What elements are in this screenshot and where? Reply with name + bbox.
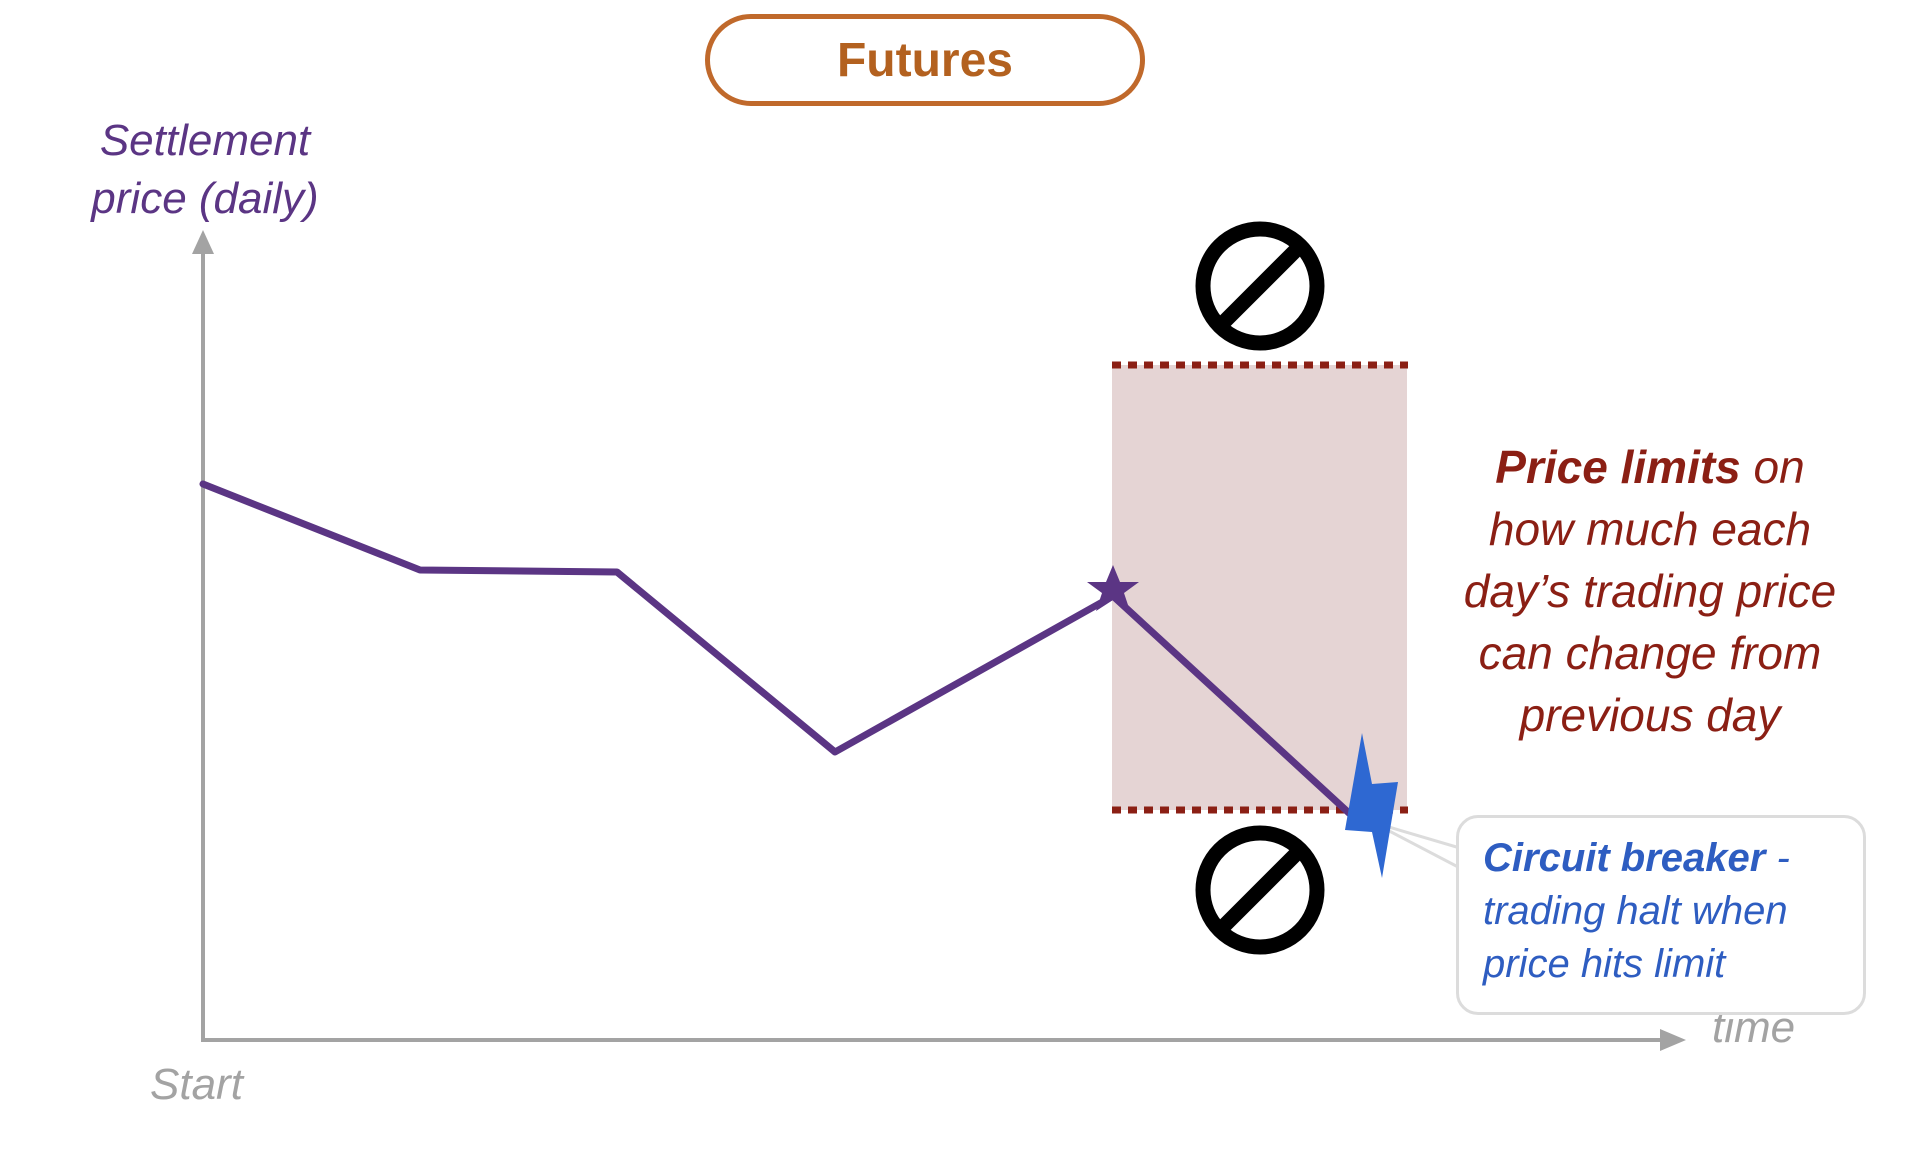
no-trading-icon-lower — [1195, 825, 1325, 955]
lightning-bolt-icon — [1345, 733, 1398, 878]
y-axis-arrowhead — [192, 230, 214, 254]
circuit-breaker-line-3: price hits limit — [1483, 942, 1726, 986]
circuit-breaker-bold: Circuit breaker — [1483, 836, 1766, 880]
circuit-breaker-rest: - — [1765, 836, 1790, 880]
price-limits-line-3: day’s trading price — [1463, 565, 1837, 617]
star-marker-icon — [1087, 565, 1139, 611]
circuit-breaker-callout: Circuit breaker - trading halt when pric… — [1456, 815, 1866, 1015]
price-limits-bold: Price limits — [1495, 441, 1741, 493]
title-badge: Futures — [705, 14, 1145, 106]
circuit-breaker-line-2: trading halt when — [1483, 889, 1788, 933]
settlement-price-line — [199, 480, 1366, 829]
y-axis-label: Settlement price (daily) — [60, 112, 350, 228]
title-text: Futures — [836, 33, 1013, 87]
price-limits-line-5: previous day — [1519, 689, 1781, 741]
x-axis-start-label: Start — [150, 1060, 243, 1109]
no-trading-icon-upper — [1195, 221, 1325, 351]
price-limit-band — [1112, 365, 1407, 810]
price-limits-rest: on — [1740, 441, 1805, 493]
x-axis-arrowhead — [1660, 1029, 1686, 1051]
price-limits-line-1: Price limits on — [1400, 436, 1900, 498]
price-limits-line-4: can change from — [1478, 627, 1822, 679]
y-axis-label-line-2: price (daily) — [91, 174, 319, 223]
circuit-breaker-line-1: Circuit breaker - — [1483, 832, 1843, 885]
y-axis-label-line-1: Settlement — [99, 116, 311, 165]
price-limits-line-2: how much each — [1488, 503, 1812, 555]
price-limits-note: Price limits on how much each day’s trad… — [1400, 436, 1900, 746]
